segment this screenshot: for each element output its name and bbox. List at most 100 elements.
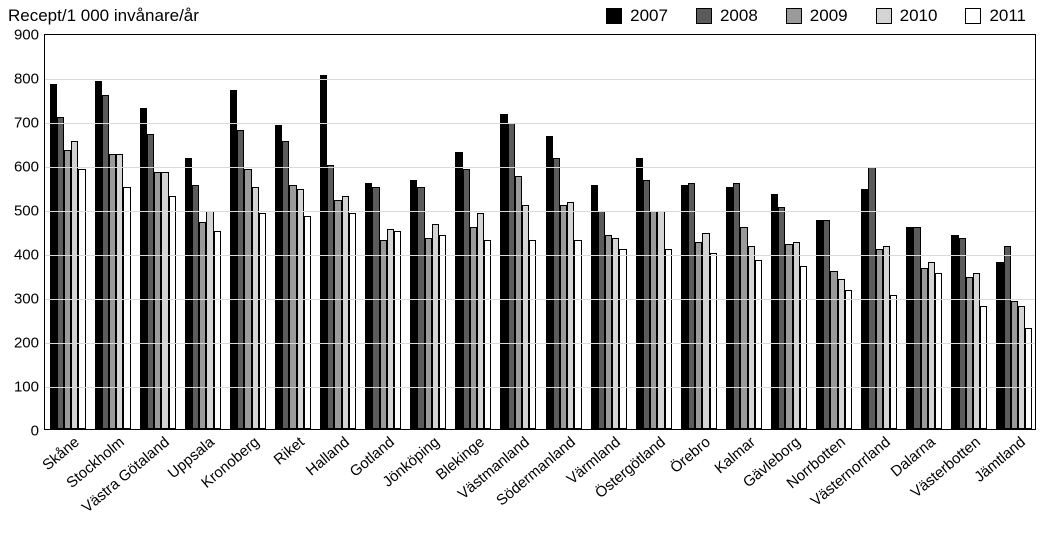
bar — [861, 189, 868, 429]
gridline — [45, 387, 1035, 388]
bar — [771, 194, 778, 429]
plot-area: 0100200300400500600700800900SkåneStockho… — [44, 34, 1036, 430]
bar — [574, 240, 581, 429]
bar — [1011, 301, 1018, 429]
legend-item: 2008 — [696, 6, 758, 26]
bar — [522, 205, 529, 429]
bar — [619, 249, 626, 429]
bar — [320, 75, 327, 429]
x-tick-label: Jämtland — [968, 429, 1029, 486]
bar — [508, 123, 515, 429]
bar — [665, 249, 672, 429]
bar — [1018, 306, 1025, 429]
bar — [906, 227, 913, 429]
bar — [515, 176, 522, 429]
legend-label: 2007 — [630, 6, 668, 26]
bar — [793, 242, 800, 429]
y-axis-title: Recept/1 000 invånare/år — [8, 6, 199, 26]
bar — [192, 185, 199, 429]
bar — [169, 196, 176, 429]
bar — [439, 235, 446, 429]
gridline — [45, 211, 1035, 212]
bar — [546, 136, 553, 429]
bar — [726, 187, 733, 429]
bar — [484, 240, 491, 429]
bar — [102, 95, 109, 429]
bar — [289, 185, 296, 429]
bar — [740, 227, 747, 429]
bar — [470, 227, 477, 429]
bar — [567, 202, 574, 429]
bar — [845, 290, 852, 429]
bar — [996, 262, 1003, 429]
bar — [297, 189, 304, 429]
bar — [650, 211, 657, 429]
y-tick-label: 200 — [14, 335, 45, 352]
bar — [560, 205, 567, 429]
bar — [282, 141, 289, 429]
bar — [206, 211, 213, 429]
legend-label: 2010 — [900, 6, 938, 26]
bar — [185, 158, 192, 429]
bar — [890, 295, 897, 429]
gridline — [45, 299, 1035, 300]
legend-label: 2011 — [989, 6, 1026, 26]
legend-item: 2007 — [606, 6, 668, 26]
bar — [785, 244, 792, 429]
legend-swatch — [786, 8, 802, 24]
x-tick-label: Örebro — [663, 429, 714, 477]
bar — [380, 240, 387, 429]
bar — [57, 117, 64, 429]
bar — [259, 213, 266, 429]
bar — [425, 238, 432, 429]
bar — [140, 108, 147, 429]
bar — [417, 187, 424, 429]
gridline — [45, 79, 1035, 80]
bar — [365, 183, 372, 429]
gridline — [45, 343, 1035, 344]
bar — [275, 125, 282, 429]
bar — [643, 180, 650, 429]
bar — [636, 158, 643, 429]
bar — [237, 130, 244, 429]
bar — [980, 306, 987, 429]
bar — [372, 187, 379, 429]
x-tick-label: Halland — [299, 429, 353, 479]
bar — [605, 235, 612, 429]
bar — [816, 220, 823, 429]
y-tick-label: 0 — [31, 423, 45, 440]
bar — [883, 246, 890, 429]
bar — [830, 271, 837, 429]
bar — [147, 134, 154, 429]
bar — [612, 238, 619, 429]
bar — [748, 246, 755, 429]
y-tick-label: 600 — [14, 159, 45, 176]
bar — [327, 165, 334, 429]
y-tick-label: 400 — [14, 247, 45, 264]
bar — [50, 84, 57, 429]
y-tick-label: 900 — [14, 27, 45, 44]
bar — [387, 229, 394, 429]
bar — [778, 207, 785, 429]
bar — [657, 211, 664, 429]
chart-container: Recept/1 000 invånare/år 200720082009201… — [0, 0, 1046, 550]
y-tick-label: 700 — [14, 115, 45, 132]
bar — [334, 200, 341, 429]
bar — [598, 211, 605, 429]
bar — [349, 213, 356, 429]
gridline — [45, 255, 1035, 256]
legend-label: 2008 — [720, 6, 758, 26]
legend-item: 2011 — [965, 6, 1026, 26]
bar — [913, 227, 920, 429]
bar — [710, 253, 717, 429]
legend-item: 2010 — [876, 6, 938, 26]
bar — [230, 90, 237, 429]
bar — [410, 180, 417, 429]
bar — [123, 187, 130, 429]
bar — [500, 114, 507, 429]
bar — [304, 216, 311, 429]
legend: 20072008200920102011 — [606, 6, 1026, 26]
legend-swatch — [876, 8, 892, 24]
bar — [876, 249, 883, 429]
bar — [591, 185, 598, 429]
